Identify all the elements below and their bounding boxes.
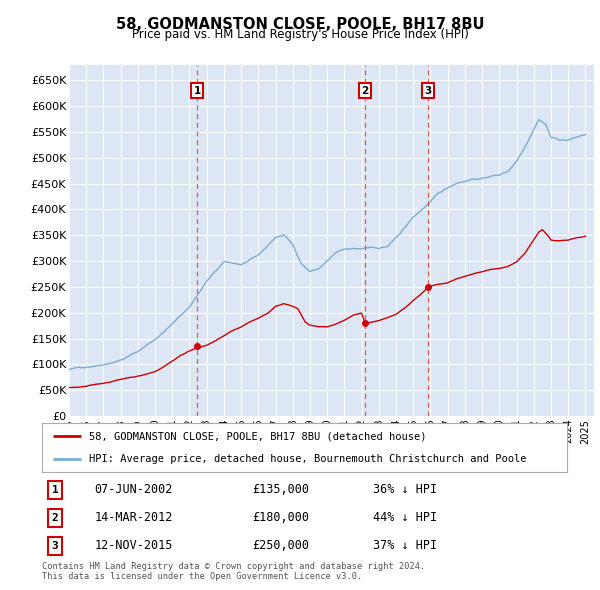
Text: 3: 3: [52, 541, 59, 551]
Text: 1: 1: [193, 86, 200, 96]
Text: 2: 2: [361, 86, 368, 96]
Text: HPI: Average price, detached house, Bournemouth Christchurch and Poole: HPI: Average price, detached house, Bour…: [89, 454, 527, 464]
Text: 07-JUN-2002: 07-JUN-2002: [95, 483, 173, 496]
Text: 58, GODMANSTON CLOSE, POOLE, BH17 8BU: 58, GODMANSTON CLOSE, POOLE, BH17 8BU: [116, 17, 484, 31]
Text: Contains HM Land Registry data © Crown copyright and database right 2024.
This d: Contains HM Land Registry data © Crown c…: [42, 562, 425, 581]
Text: 58, GODMANSTON CLOSE, POOLE, BH17 8BU (detached house): 58, GODMANSTON CLOSE, POOLE, BH17 8BU (d…: [89, 431, 427, 441]
Text: 3: 3: [425, 86, 432, 96]
Text: £135,000: £135,000: [252, 483, 309, 496]
Text: 1: 1: [52, 485, 59, 495]
Text: 12-NOV-2015: 12-NOV-2015: [95, 539, 173, 552]
Text: 37% ↓ HPI: 37% ↓ HPI: [373, 539, 437, 552]
Text: 44% ↓ HPI: 44% ↓ HPI: [373, 512, 437, 525]
Text: £180,000: £180,000: [252, 512, 309, 525]
Text: 36% ↓ HPI: 36% ↓ HPI: [373, 483, 437, 496]
Text: 14-MAR-2012: 14-MAR-2012: [95, 512, 173, 525]
Text: 2: 2: [52, 513, 59, 523]
Text: £250,000: £250,000: [252, 539, 309, 552]
Text: Price paid vs. HM Land Registry's House Price Index (HPI): Price paid vs. HM Land Registry's House …: [131, 28, 469, 41]
